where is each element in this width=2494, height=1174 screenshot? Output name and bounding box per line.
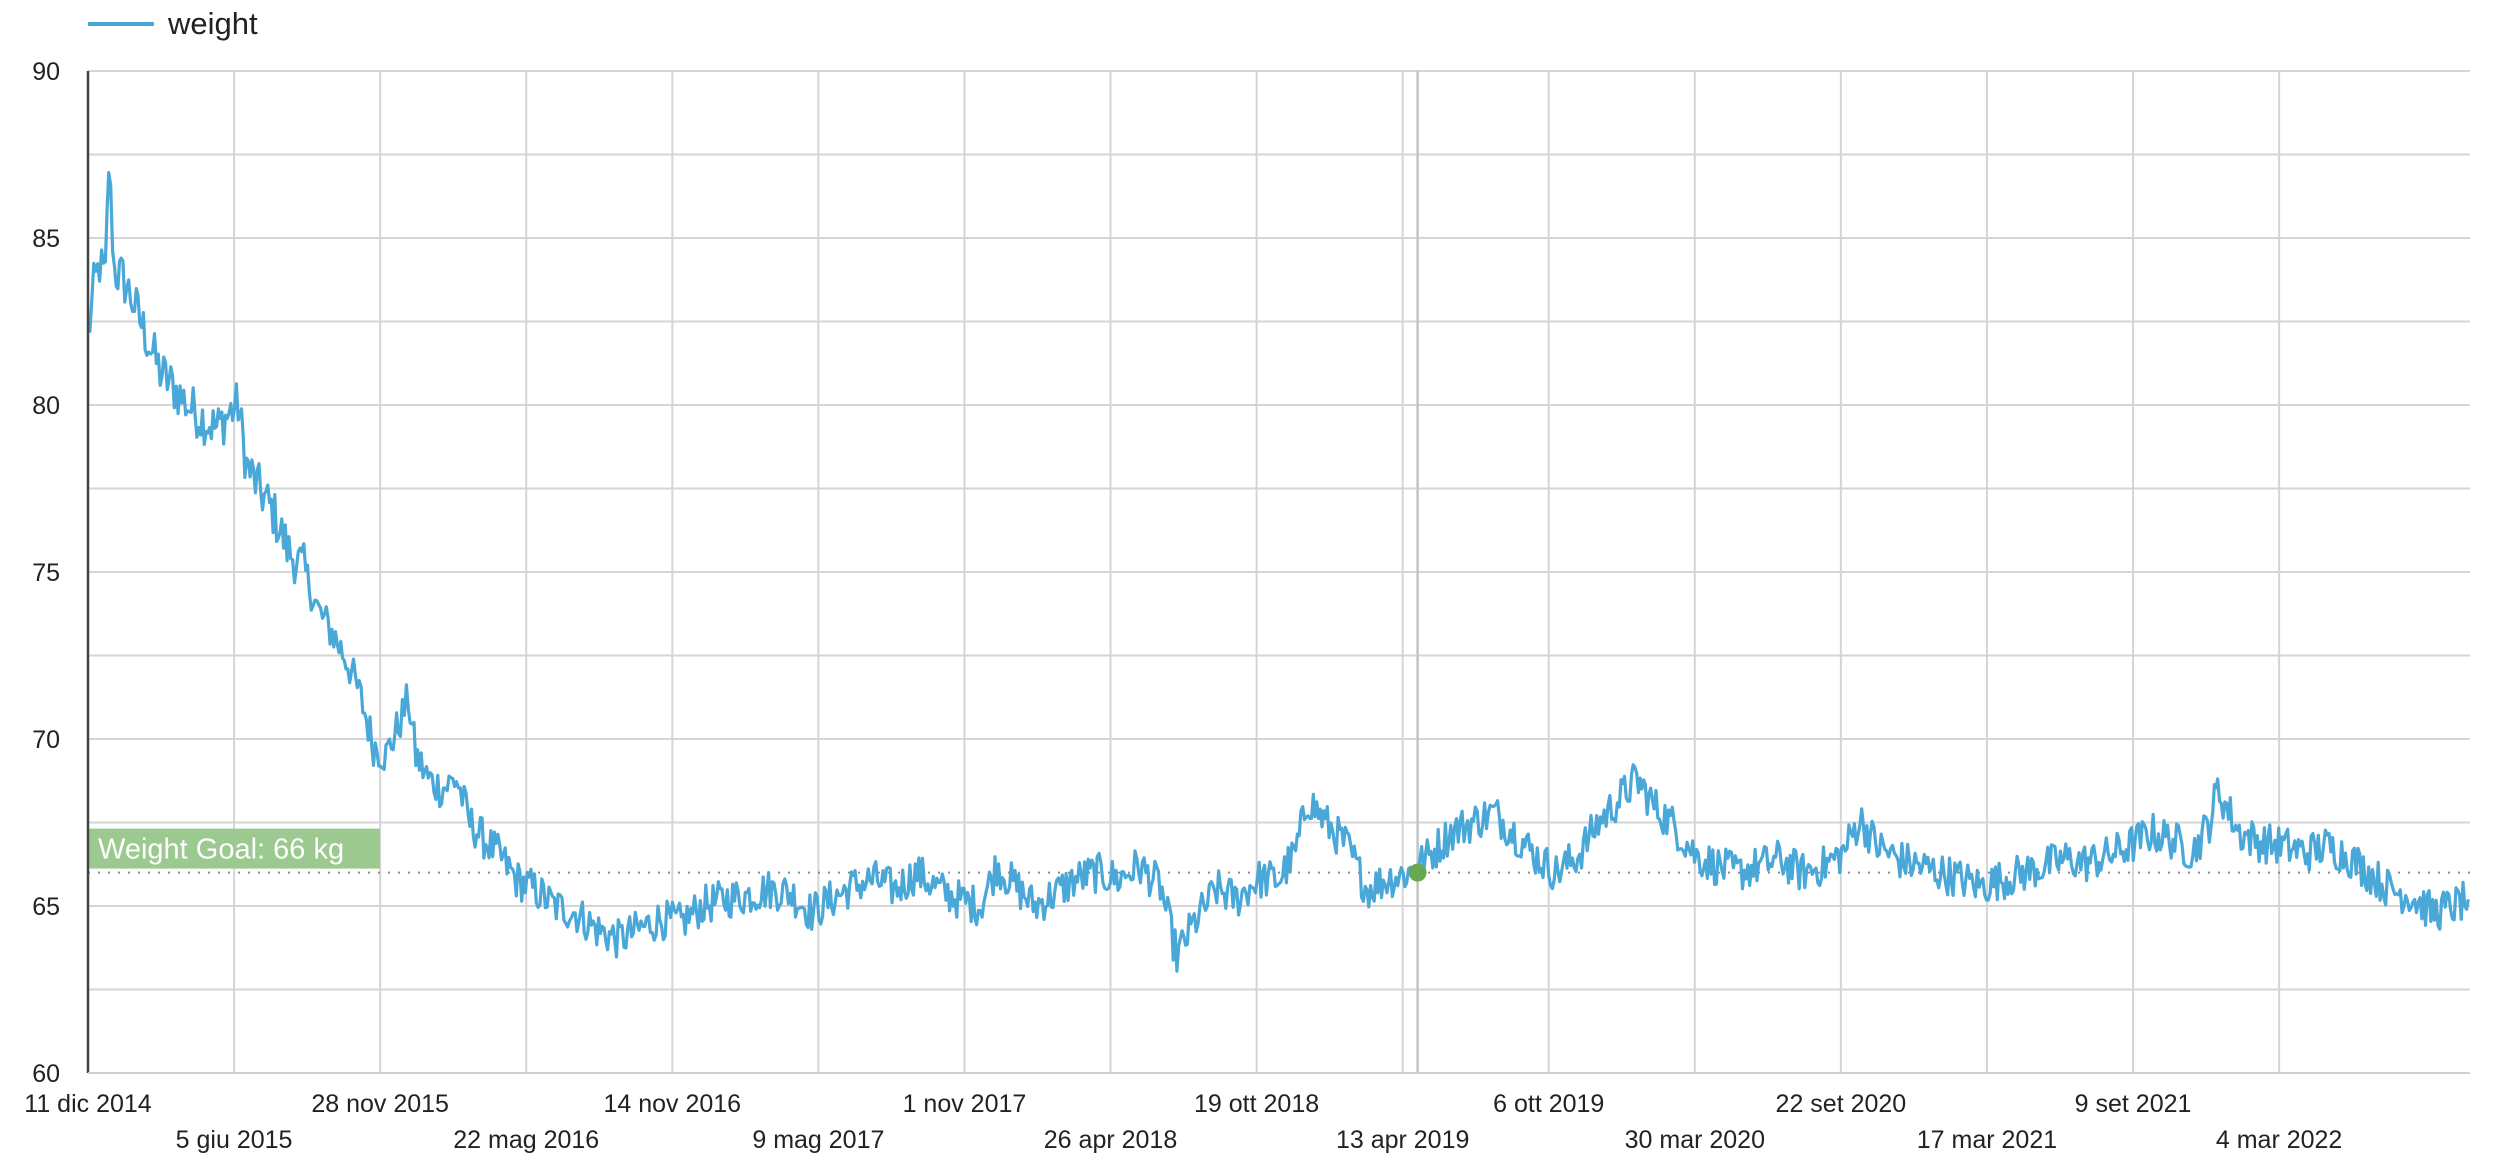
legend: weight xyxy=(88,6,258,41)
x-tick-label: 5 giu 2015 xyxy=(176,1126,293,1154)
series-group xyxy=(87,171,2470,973)
x-tick-label: 26 apr 2018 xyxy=(1044,1126,1177,1154)
goal-line-group: Weight Goal: 66 kg xyxy=(88,828,2470,874)
x-tick-label: 19 ott 2018 xyxy=(1194,1090,1319,1118)
x-tick-label: 11 dic 2014 xyxy=(24,1090,152,1118)
y-tick-label: 85 xyxy=(32,225,60,253)
x-tick-label: 14 nov 2016 xyxy=(603,1090,741,1118)
x-tick-label: 17 mar 2021 xyxy=(1917,1126,2057,1154)
x-tick-label: 9 mag 2017 xyxy=(752,1126,884,1154)
goal-label: Weight Goal: 66 kg xyxy=(98,834,344,866)
x-tick-label: 13 apr 2019 xyxy=(1336,1126,1469,1154)
x-tick-label: 30 mar 2020 xyxy=(1625,1126,1765,1154)
marker-group xyxy=(1408,863,1427,882)
y-tick-label: 90 xyxy=(32,58,60,86)
x-tick-label: 28 nov 2015 xyxy=(311,1090,449,1118)
grid-lines xyxy=(88,70,2470,1074)
y-tick-label: 75 xyxy=(32,559,60,587)
x-tick-label: 1 nov 2017 xyxy=(903,1090,1027,1118)
y-tick-label: 65 xyxy=(32,893,60,921)
highlight-point xyxy=(1408,863,1427,882)
x-tick-label: 9 set 2021 xyxy=(2075,1090,2192,1118)
goal-label-background xyxy=(88,828,380,869)
series-line-weight xyxy=(87,171,2470,973)
y-tick-label: 80 xyxy=(32,392,60,420)
legend-label-weight: weight xyxy=(167,6,258,41)
x-tick-label: 4 mar 2022 xyxy=(2216,1126,2342,1154)
x-tick-label: 6 ott 2019 xyxy=(1493,1090,1604,1118)
x-tick-label: 22 set 2020 xyxy=(1776,1090,1907,1118)
y-tick-label: 70 xyxy=(32,726,60,754)
x-tick-label: 22 mag 2016 xyxy=(453,1126,599,1154)
y-tick-label: 60 xyxy=(32,1060,60,1088)
